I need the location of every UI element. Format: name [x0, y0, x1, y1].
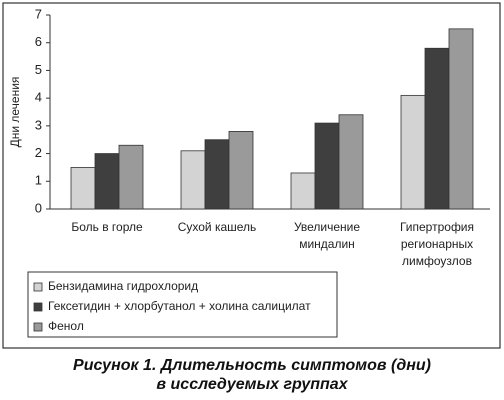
legend-swatch	[33, 282, 43, 292]
legend-label: Фенол	[48, 319, 84, 333]
y-axis-label: Дни лечения	[8, 77, 22, 148]
bar	[228, 130, 254, 210]
bar	[70, 167, 96, 210]
legend-swatch	[33, 302, 43, 312]
chart-title: Рисунок 1. Длительность симптомов (дни) …	[73, 357, 431, 393]
legend-label: Гексетидин + хлорбутанол + холина салици…	[48, 299, 311, 313]
y-tick-label: 5	[35, 62, 42, 77]
bar	[118, 144, 144, 210]
y-tick-label: 0	[35, 200, 42, 215]
bar	[338, 114, 364, 210]
y-tick-label: 3	[35, 117, 42, 132]
x-tick-label: Гипертрофия регионарных лимфоузлов	[399, 220, 475, 268]
y-tick-label: 6	[35, 34, 42, 49]
x-tick-label: Увеличение миндалин	[293, 220, 361, 251]
frame	[2, 2, 501, 349]
x-tick-label: Боль в горле	[71, 220, 143, 234]
y-tick-label: 4	[35, 90, 42, 105]
bar	[448, 28, 474, 210]
legend	[27, 271, 338, 338]
y-tick-label: 2	[35, 145, 42, 160]
legend-label: Бензидамина гидрохлорид	[48, 279, 198, 293]
bar	[94, 153, 120, 210]
bar	[314, 122, 340, 210]
bar	[204, 139, 230, 210]
y-tick-label: 1	[35, 173, 42, 188]
bar	[400, 94, 426, 210]
x-tick-label: Сухой кашель	[177, 220, 257, 234]
bar	[180, 150, 206, 210]
legend-swatch	[33, 322, 43, 332]
chart: Дни лечения 0 1 2 3 4 5 6 7 Бензидамина гидрохло…	[2, 2, 501, 349]
bar	[290, 172, 316, 210]
bar	[424, 47, 450, 210]
y-tick-label: 7	[35, 6, 42, 21]
